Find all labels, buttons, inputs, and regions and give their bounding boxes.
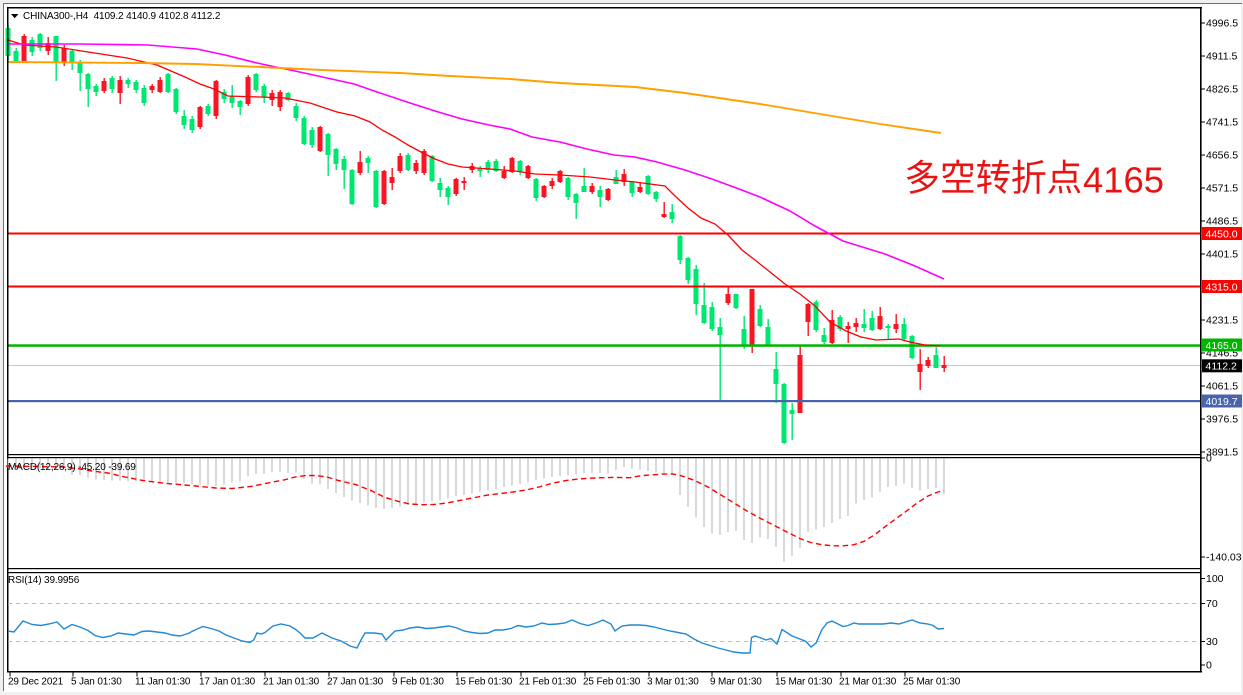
svg-text:4019.7: 4019.7 (1206, 396, 1238, 408)
svg-text:4165: 4165 (1083, 160, 1164, 201)
svg-text:4996.5: 4996.5 (1206, 18, 1238, 30)
svg-text:100: 100 (1206, 573, 1224, 585)
svg-text:RSI(14) 39.9956: RSI(14) 39.9956 (8, 575, 80, 586)
svg-text:15 Feb 01:30: 15 Feb 01:30 (455, 677, 513, 688)
svg-text:4315.0: 4315.0 (1206, 281, 1238, 293)
svg-text:4061.5: 4061.5 (1206, 381, 1238, 393)
svg-text:25 Feb 01:30: 25 Feb 01:30 (583, 677, 641, 688)
svg-text:4112.2: 4112.2 (1206, 361, 1237, 373)
svg-text:15 Mar 01:30: 15 Mar 01:30 (775, 677, 833, 688)
svg-text:3891.5: 3891.5 (1206, 447, 1238, 459)
svg-text:29 Dec 2021: 29 Dec 2021 (8, 677, 64, 688)
svg-text:21 Mar 01:30: 21 Mar 01:30 (839, 677, 897, 688)
svg-text:21 Feb 01:30: 21 Feb 01:30 (519, 677, 577, 688)
svg-text:4826.5: 4826.5 (1206, 84, 1238, 96)
svg-text:MACD(12,26,9) -45.20 -39.69: MACD(12,26,9) -45.20 -39.69 (8, 462, 136, 473)
svg-text:4911.5: 4911.5 (1206, 51, 1237, 63)
svg-text:4450.0: 4450.0 (1206, 228, 1238, 240)
svg-text:27 Jan 01:30: 27 Jan 01:30 (327, 677, 384, 688)
svg-text:0: 0 (1206, 453, 1212, 465)
svg-text:4165.0: 4165.0 (1206, 340, 1238, 352)
svg-text:4656.5: 4656.5 (1206, 150, 1238, 162)
svg-text:4486.5: 4486.5 (1206, 216, 1238, 228)
svg-text:11 Jan 01:30: 11 Jan 01:30 (135, 677, 191, 688)
svg-text:-140.03: -140.03 (1206, 552, 1242, 564)
svg-text:3976.5: 3976.5 (1206, 414, 1238, 426)
svg-text:3 Mar 01:30: 3 Mar 01:30 (647, 677, 699, 688)
svg-text:25 Mar 01:30: 25 Mar 01:30 (903, 677, 961, 688)
svg-text:4741.5: 4741.5 (1206, 117, 1238, 129)
svg-text:CHINA300-,H4 4109.2 4140.9 41: CHINA300-,H4 4109.2 4140.9 4102.8 4112.2 (23, 11, 221, 22)
svg-text:30: 30 (1206, 636, 1218, 648)
svg-text:4401.5: 4401.5 (1206, 249, 1238, 261)
svg-text:0: 0 (1206, 660, 1212, 672)
svg-text:4231.5: 4231.5 (1206, 315, 1238, 327)
svg-text:70: 70 (1206, 598, 1218, 610)
svg-text:9 Mar 01:30: 9 Mar 01:30 (710, 677, 762, 688)
svg-text:21 Jan 01:30: 21 Jan 01:30 (263, 677, 320, 688)
svg-text:9 Feb 01:30: 9 Feb 01:30 (392, 677, 444, 688)
svg-text:4571.5: 4571.5 (1206, 183, 1238, 195)
svg-text:5 Jan 01:30: 5 Jan 01:30 (71, 677, 122, 688)
svg-text:17 Jan 01:30: 17 Jan 01:30 (199, 677, 256, 688)
